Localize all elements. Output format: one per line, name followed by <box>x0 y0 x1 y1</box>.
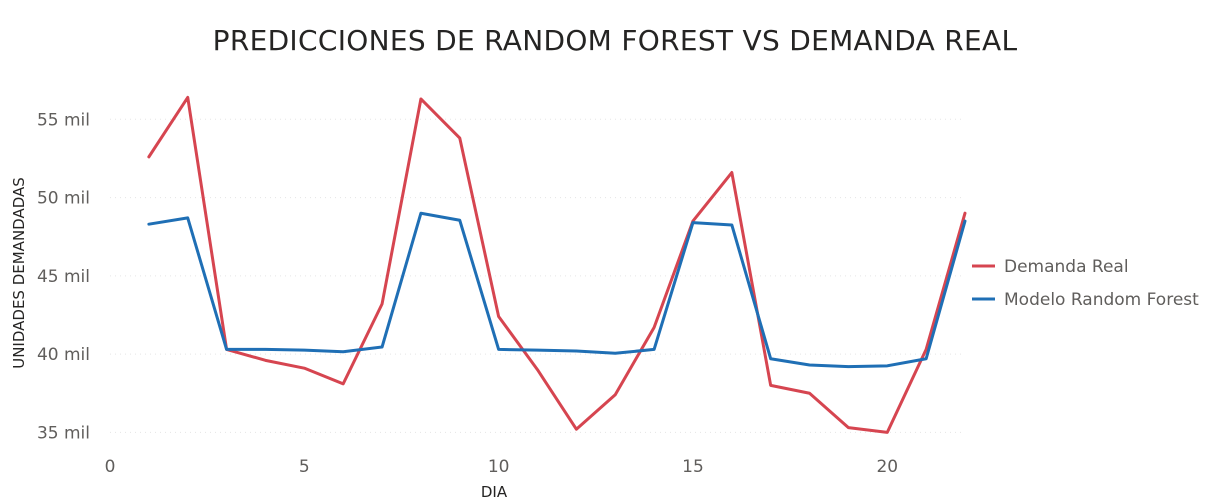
series-lines <box>147 95 967 434</box>
legend-label-modelo-random-forest: Modelo Random Forest <box>1004 290 1199 310</box>
y-tick-label: 35 mil <box>37 423 90 443</box>
y-tick-label: 50 mil <box>37 189 90 209</box>
x-tick-label: 10 <box>488 457 510 477</box>
y-axis-ticks: 35 mil 40 mil 45 mil 50 mil 55 mil <box>37 110 90 443</box>
x-axis-ticks: 0 5 10 15 20 <box>105 457 899 477</box>
y-tick-label: 45 mil <box>37 267 90 287</box>
x-tick-label: 20 <box>876 457 898 477</box>
legend-label-demanda-real: Demanda Real <box>1004 257 1129 277</box>
x-axis-label: DIA <box>481 483 508 501</box>
series-line-demanda-real <box>147 95 967 434</box>
y-tick-label: 40 mil <box>37 345 90 365</box>
x-tick-label: 0 <box>105 457 116 477</box>
legend: Demanda Real Modelo Random Forest <box>972 257 1199 310</box>
series-line-modelo-random-forest <box>147 211 967 369</box>
chart-title: PREDICCIONES DE RANDOM FOREST VS DEMANDA… <box>213 24 1018 57</box>
y-tick-label: 55 mil <box>37 110 90 130</box>
x-tick-label: 15 <box>682 457 704 477</box>
grid-lines <box>110 118 965 433</box>
x-tick-label: 5 <box>299 457 310 477</box>
y-axis-label: UNIDADES DEMANDADAS <box>10 177 28 369</box>
